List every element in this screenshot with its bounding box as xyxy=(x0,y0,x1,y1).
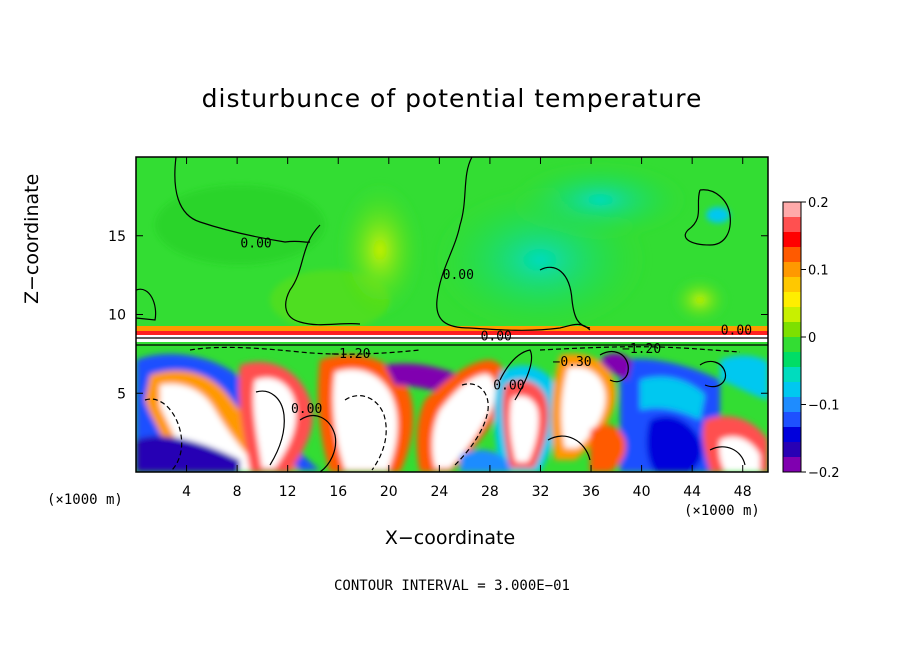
chart-title: disturbunce of potential temperature xyxy=(201,84,703,113)
contour-label: 0.00 xyxy=(443,268,474,283)
x-tick-label: 36 xyxy=(582,484,600,500)
colorbar-tick-label: 0.2 xyxy=(808,196,829,211)
colorbar-swatch xyxy=(783,337,801,353)
contour-line xyxy=(285,224,361,326)
contour-interval-note: CONTOUR INTERVAL = 3.000E−01 xyxy=(333,578,570,594)
colorbar-swatch xyxy=(783,382,801,398)
x-tick-label: 28 xyxy=(481,484,499,500)
colorbar-swatch xyxy=(783,202,801,218)
contour-line xyxy=(299,415,337,472)
y-axis: 5 10 15 xyxy=(108,229,768,402)
contour-line xyxy=(547,435,591,461)
x-tick-label: 20 xyxy=(380,484,398,500)
contour-line xyxy=(454,383,489,466)
contour-line xyxy=(174,157,311,243)
contour-labels: 0.00 0.00 0.00 0.00 0.00 0.00 −1.20 −1.20 −0.30 xyxy=(240,237,752,417)
inversion-band-red xyxy=(136,331,768,335)
contour-line xyxy=(539,266,591,329)
x-tick-label: 8 xyxy=(233,484,242,500)
contour-label: −0.30 xyxy=(553,355,592,370)
contour-label: −1.20 xyxy=(331,347,370,362)
contour-line xyxy=(599,351,629,383)
contour-line xyxy=(436,157,591,331)
colorbar: 0.2 0.1 0 −0.1 −0.2 xyxy=(782,196,840,481)
x-tick-label: 4 xyxy=(182,484,191,500)
contour-lines xyxy=(136,157,768,472)
x-tick-label: 48 xyxy=(734,484,752,500)
x-axis-unit-label: (×1000 m) xyxy=(47,492,123,508)
y-axis-title: Z−coordinate xyxy=(20,173,43,304)
contour-label: 0.00 xyxy=(291,402,322,417)
x-axis-title: X−coordinate xyxy=(384,527,516,549)
heatmap-field xyxy=(136,157,768,472)
contour-line xyxy=(344,395,387,471)
upper-cyan-patch xyxy=(706,207,730,223)
contour-line xyxy=(136,288,157,321)
contour-line xyxy=(189,346,421,355)
colorbar-tick-label: 0 xyxy=(808,331,816,346)
contour-line xyxy=(709,446,746,466)
colorbar-swatch xyxy=(783,322,801,338)
contour-label: −1.20 xyxy=(622,342,661,357)
x-axis: 4 8 12 16 20 24 28 32 36 40 44 48 xyxy=(182,157,752,500)
contour-line xyxy=(699,360,727,388)
x-tick-label: 24 xyxy=(430,484,448,500)
upper-cyan-patch xyxy=(510,160,690,240)
colorbar-swatch xyxy=(783,397,801,413)
x-tick-label: 12 xyxy=(279,484,297,500)
colorbar-swatch xyxy=(783,232,801,248)
y-tick-label: 10 xyxy=(108,308,126,324)
colorbar-swatch xyxy=(783,262,801,278)
contour-line xyxy=(539,346,741,353)
contour-line xyxy=(499,349,533,401)
lower-turbulent-structures xyxy=(136,353,768,472)
x-tick-label: 32 xyxy=(532,484,550,500)
colorbar-swatch xyxy=(783,247,801,263)
contour-label: 0.00 xyxy=(721,323,752,338)
colorbar-swatch xyxy=(783,457,801,473)
contour-label: 0.00 xyxy=(493,378,524,393)
colorbar-swatch xyxy=(783,352,801,368)
contour-label: 0.00 xyxy=(240,237,271,252)
contour-line xyxy=(684,189,731,246)
x-tick-label: 40 xyxy=(633,484,651,500)
colorbar-tick-label: −0.2 xyxy=(808,466,840,481)
x-tick-label: 16 xyxy=(329,484,347,500)
upper-yellowgreen-patch xyxy=(670,275,730,325)
colorbar-tick-label: 0.1 xyxy=(808,264,829,279)
colorbar-swatch xyxy=(783,307,801,323)
colorbar-swatch xyxy=(783,277,801,293)
y-tick-label: 15 xyxy=(108,229,126,245)
colorbar-swatch xyxy=(783,427,801,443)
colorbar-tick-label: −0.1 xyxy=(808,399,840,414)
upper-darkgreen-patch xyxy=(270,270,390,330)
colorbar-swatch xyxy=(783,217,801,233)
colorbar-swatch xyxy=(783,367,801,383)
y-tick-label: 5 xyxy=(117,386,126,402)
x-axis-unit-label-right: (×1000 m) xyxy=(684,503,760,519)
contour-label: 0.00 xyxy=(481,330,512,345)
upper-darkgreen-patch xyxy=(155,185,325,265)
colorbar-swatch xyxy=(783,412,801,428)
contour-line xyxy=(144,398,183,472)
inversion-band-orange xyxy=(136,326,768,332)
colorbar-swatch xyxy=(783,442,801,458)
colorbar-swatch xyxy=(783,292,801,308)
x-tick-label: 44 xyxy=(683,484,701,500)
contour-line xyxy=(255,390,285,466)
